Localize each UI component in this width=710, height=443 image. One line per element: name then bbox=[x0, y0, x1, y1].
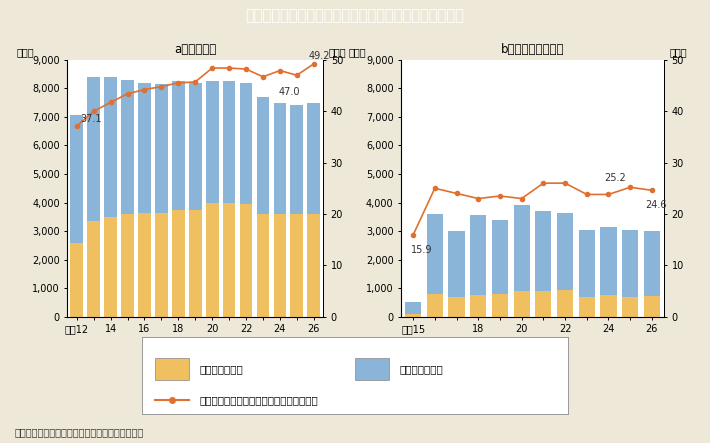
Bar bbox=[70, 242, 83, 317]
Text: 社会人男子人数: 社会人男子人数 bbox=[400, 364, 444, 374]
Bar bbox=[427, 294, 443, 317]
Bar bbox=[449, 231, 464, 297]
Title: b．専門職学位課程: b．専門職学位課程 bbox=[501, 43, 564, 56]
Text: 社会人入学者に占める女子割合（右目盛）: 社会人入学者に占める女子割合（右目盛） bbox=[200, 395, 318, 405]
Bar bbox=[622, 297, 638, 317]
Bar bbox=[256, 97, 269, 214]
Bar bbox=[290, 105, 303, 214]
Bar bbox=[557, 290, 573, 317]
Text: Ｉ－６－２図　社会人大学院入学者数の推移（男女別）: Ｉ－６－２図 社会人大学院入学者数の推移（男女別） bbox=[246, 8, 464, 23]
Bar bbox=[240, 204, 252, 317]
Bar bbox=[240, 83, 252, 204]
Text: 15.9: 15.9 bbox=[411, 245, 432, 255]
Bar bbox=[138, 214, 151, 317]
Bar bbox=[104, 77, 117, 217]
Text: （％）: （％） bbox=[669, 47, 687, 57]
Bar bbox=[223, 81, 236, 202]
Bar bbox=[622, 229, 638, 297]
Text: 25.2: 25.2 bbox=[604, 173, 626, 183]
Bar bbox=[307, 103, 320, 214]
Bar bbox=[273, 214, 286, 317]
Bar bbox=[172, 210, 185, 317]
Bar bbox=[535, 291, 552, 317]
Bar bbox=[535, 211, 552, 291]
Bar bbox=[206, 81, 219, 202]
Bar bbox=[405, 315, 421, 317]
X-axis label: （年度）: （年度） bbox=[183, 337, 207, 347]
Bar bbox=[172, 81, 185, 210]
Title: a．修士課程: a．修士課程 bbox=[174, 43, 217, 56]
Bar bbox=[601, 227, 616, 295]
Bar bbox=[121, 80, 134, 214]
Bar bbox=[579, 229, 595, 297]
Bar bbox=[427, 214, 443, 294]
Bar bbox=[644, 231, 660, 296]
Text: 47.0: 47.0 bbox=[278, 87, 300, 97]
Text: 24.6: 24.6 bbox=[645, 200, 667, 210]
Bar bbox=[155, 84, 168, 213]
Bar bbox=[644, 296, 660, 317]
Text: （人）: （人） bbox=[349, 47, 366, 57]
Bar bbox=[355, 358, 389, 380]
Bar bbox=[155, 358, 189, 380]
Bar bbox=[290, 214, 303, 317]
Text: （％）: （％） bbox=[328, 47, 346, 57]
Bar bbox=[223, 202, 236, 317]
Bar bbox=[155, 213, 168, 317]
Bar bbox=[189, 210, 202, 317]
Bar bbox=[513, 291, 530, 317]
Text: （人）: （人） bbox=[16, 47, 34, 57]
Bar bbox=[206, 202, 219, 317]
Bar bbox=[138, 83, 151, 214]
Bar bbox=[405, 303, 421, 315]
Bar bbox=[579, 297, 595, 317]
Bar bbox=[256, 214, 269, 317]
Bar bbox=[492, 294, 508, 317]
Bar bbox=[104, 217, 117, 317]
Bar bbox=[492, 220, 508, 294]
Bar bbox=[470, 295, 486, 317]
X-axis label: （年度）: （年度） bbox=[520, 337, 545, 347]
Bar bbox=[513, 206, 530, 291]
Text: 37.1: 37.1 bbox=[80, 114, 102, 124]
Text: 社会人女子人数: 社会人女子人数 bbox=[200, 364, 244, 374]
Bar bbox=[87, 221, 100, 317]
Bar bbox=[307, 214, 320, 317]
Text: 49.2: 49.2 bbox=[309, 51, 330, 61]
Text: （備考）文部科学省「学校基本調査」より作成。: （備考）文部科学省「学校基本調査」より作成。 bbox=[14, 427, 143, 437]
Bar bbox=[449, 297, 464, 317]
Bar bbox=[273, 103, 286, 214]
Bar bbox=[87, 77, 100, 221]
Bar bbox=[121, 214, 134, 317]
Bar bbox=[70, 116, 83, 242]
Bar bbox=[189, 83, 202, 210]
Bar bbox=[557, 213, 573, 290]
Bar bbox=[601, 295, 616, 317]
Bar bbox=[470, 215, 486, 295]
